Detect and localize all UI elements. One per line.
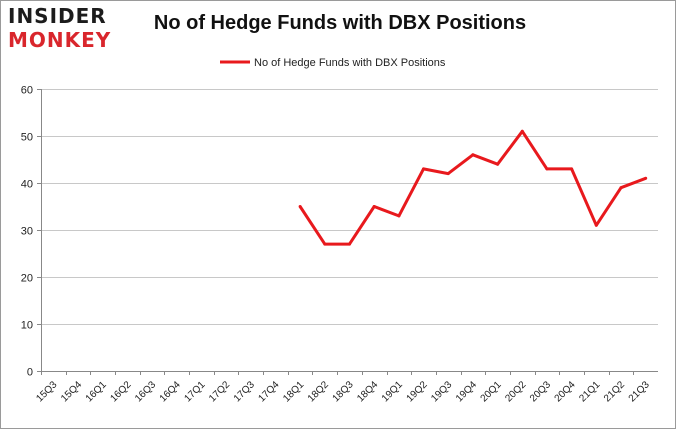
x-tick-label: 18Q1 [281, 379, 306, 404]
y-tick-label: 50 [21, 132, 33, 144]
x-tick-label: 15Q4 [59, 379, 84, 404]
logo-line1: INSIDER [8, 4, 107, 28]
x-tick-label: 19Q1 [380, 379, 405, 404]
data-point [323, 242, 327, 246]
chart-title: No of Hedge Funds with DBX Positions [153, 12, 527, 34]
y-tick-label: 0 [27, 367, 33, 379]
data-point [348, 242, 351, 246]
data-point [496, 162, 500, 166]
x-tick-label: 21Q2 [602, 379, 627, 404]
x-tick-label: 15Q3 [34, 379, 59, 404]
x-tick-label: 16Q3 [133, 379, 158, 404]
data-point [570, 167, 574, 171]
y-tick-label: 10 [21, 320, 33, 332]
x-tick-label: 17Q2 [207, 379, 232, 404]
x-tick-label: 20Q3 [528, 379, 553, 404]
data-point [422, 167, 425, 171]
x-tick-label: 21Q3 [627, 379, 652, 404]
y-tick-label: 20 [21, 273, 33, 285]
x-tick-label: 16Q2 [108, 379, 133, 404]
legend-label: No of Hedge Funds with DBX Positions [254, 57, 446, 69]
x-tick-label: 18Q4 [355, 379, 380, 404]
logo-line2: MONKEY [8, 28, 112, 52]
x-tick-label: 20Q2 [503, 379, 528, 404]
x-tick-label: 20Q4 [553, 379, 578, 404]
x-tick-label: 17Q4 [257, 379, 282, 404]
y-tick-labels: 0 10 20 30 40 50 60 [21, 85, 33, 379]
x-tick-label: 18Q3 [331, 379, 356, 404]
y-tick-label: 30 [21, 226, 33, 238]
x-tick-label: 19Q4 [454, 379, 479, 404]
data-point [446, 172, 450, 176]
data-point [545, 167, 549, 171]
x-tick-label: 17Q3 [232, 379, 257, 404]
data-point [594, 223, 598, 227]
y-tick-label: 60 [21, 85, 33, 97]
legend: No of Hedge Funds with DBX Positions [220, 57, 446, 69]
x-tick-label: 20Q1 [479, 379, 504, 404]
x-tick-label: 16Q4 [158, 379, 183, 404]
grid-lines [41, 89, 658, 325]
data-point [520, 129, 524, 133]
x-tick-label: 21Q1 [577, 379, 602, 404]
data-point [298, 205, 302, 208]
data-point [471, 153, 475, 157]
data-point [644, 176, 648, 180]
data-point [397, 214, 401, 218]
axes [37, 89, 658, 375]
series-group [298, 129, 648, 246]
x-tick-label: 16Q1 [84, 379, 109, 404]
x-tick-label: 19Q2 [405, 379, 430, 404]
x-tick-label: 19Q3 [429, 379, 454, 404]
series-line [298, 129, 647, 246]
data-point [619, 186, 623, 190]
x-tick-labels: 15Q3 15Q4 16Q1 16Q2 16Q3 16Q4 17Q1 17Q2 17Q3 17Q4… [34, 379, 652, 404]
insider-monkey-logo: INSIDER MONKEY [8, 6, 128, 54]
y-tick-label: 40 [21, 179, 33, 191]
x-tick-label: 17Q1 [182, 379, 207, 404]
data-point [372, 205, 376, 208]
x-tick-label: 18Q2 [306, 379, 331, 404]
